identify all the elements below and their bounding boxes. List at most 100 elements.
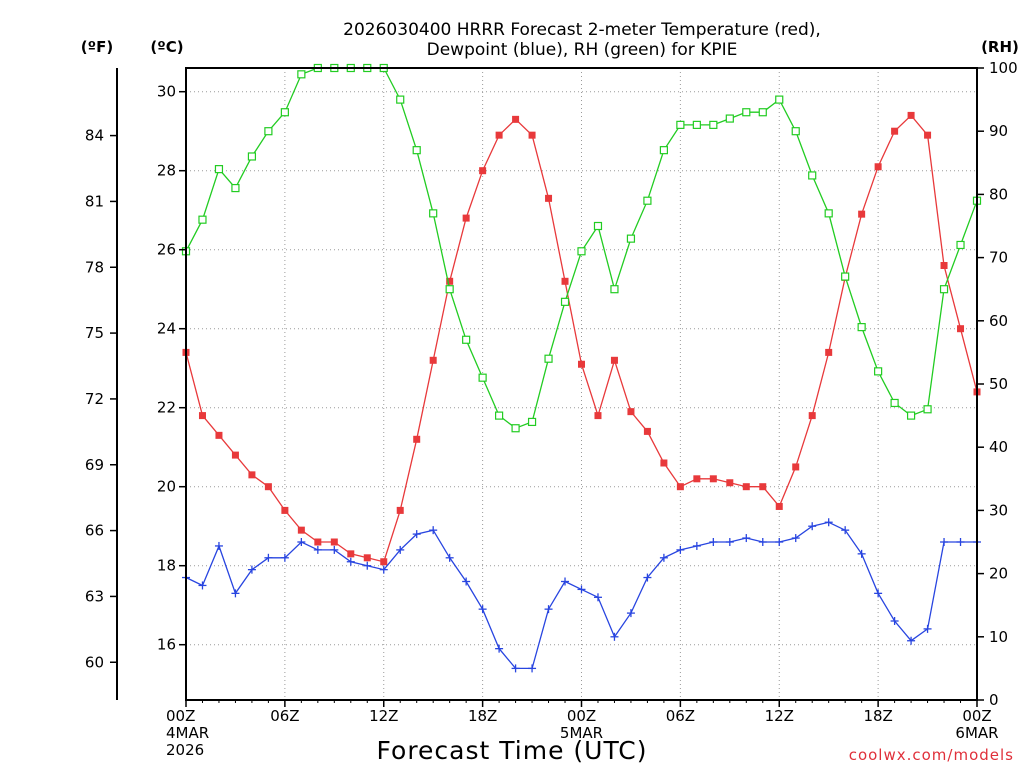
dewpoint-point (412, 530, 421, 539)
credit-text: coolwx.com/models (849, 746, 1014, 764)
x-axis-title: Forecast Time (UTC) (377, 736, 648, 765)
fahrenheit-tick-label: 69 (85, 456, 104, 474)
fahrenheit-tick-label: 84 (85, 127, 104, 145)
dewpoint-point (593, 593, 602, 602)
rh-tick-label: 50 (989, 375, 1008, 393)
celsius-tick-label: 26 (157, 241, 176, 259)
temperature-point (462, 214, 470, 222)
temperature-point (429, 356, 437, 364)
temperature-point (792, 463, 800, 471)
fahrenheit-tick-label: 60 (85, 653, 104, 671)
fahrenheit-unit-label: (ºF) (81, 38, 113, 56)
dewpoint-point (544, 605, 553, 614)
rh-point (956, 240, 965, 250)
temperature-point (643, 427, 651, 435)
dewpoint-point (956, 538, 965, 546)
x-tick-label: 4MAR (166, 724, 209, 742)
dewpoint-point (874, 589, 883, 598)
temperature-point (446, 277, 454, 285)
temperature-point (396, 506, 404, 514)
rh-unit-label: (RH) (981, 38, 1019, 56)
temperature-point (314, 538, 322, 546)
temperature-point (924, 131, 932, 139)
rh-point (939, 285, 949, 294)
temperature-point (808, 412, 816, 420)
rh-tick-label: 20 (989, 565, 1008, 583)
rh-point (396, 95, 405, 104)
rh-point (247, 152, 257, 161)
temperature-point (479, 167, 487, 175)
rh-point (527, 417, 537, 427)
dewpoint-point (577, 585, 586, 594)
dewpoint-point (791, 534, 800, 543)
dewpoint-point (297, 538, 306, 546)
temperature-point (660, 459, 668, 467)
rh-point (610, 285, 619, 294)
dewpoint-point (478, 605, 487, 614)
rh-point (775, 95, 784, 104)
dewpoint-point (857, 549, 866, 558)
x-tick-label: 12Z (369, 707, 398, 725)
dewpoint-point (528, 664, 537, 673)
x-tick-label: 00Z (166, 707, 195, 725)
rh-point (544, 354, 553, 363)
temperature-point (940, 262, 948, 269)
rh-point (643, 196, 652, 205)
temperature-point (347, 550, 355, 558)
temperature-point (363, 554, 371, 562)
rh-tick-label: 0 (989, 691, 999, 709)
celsius-tick-label: 16 (157, 636, 176, 654)
dewpoint-point (379, 565, 388, 574)
rh-point (923, 405, 932, 414)
temperature-point (874, 163, 882, 171)
temperature-point (775, 502, 783, 510)
dewpoint-point (758, 538, 767, 546)
rh-point (445, 285, 454, 294)
temperature-point (297, 526, 305, 534)
temperature-point (858, 210, 866, 218)
rh-tick-label: 100 (989, 59, 1018, 77)
rh-point (495, 411, 504, 420)
dewpoint-point (841, 526, 850, 535)
fahrenheit-tick-label: 78 (85, 258, 104, 276)
dewpoint-point (313, 545, 322, 554)
fahrenheit-tick-label: 63 (85, 587, 104, 605)
dewpoint-point (561, 577, 570, 586)
temperature-point (248, 471, 256, 479)
chart-title-line-2: Dewpoint (blue), RH (green) for KPIE (427, 40, 738, 60)
x-tick-label: 2026 (166, 741, 204, 759)
rh-point (511, 424, 520, 433)
dewpoint-point (214, 541, 223, 550)
dewpoint-point (923, 624, 932, 633)
rh-point (280, 108, 289, 117)
x-tick-label: 18Z (863, 707, 892, 725)
rh-point (198, 215, 207, 224)
rh-point (264, 127, 273, 136)
dewpoint-point (824, 518, 833, 527)
dewpoint-point (396, 545, 405, 554)
rh-tick-label: 60 (989, 312, 1008, 330)
grid-lines (186, 68, 977, 700)
rh-point (692, 120, 701, 129)
temperature-point (957, 325, 965, 333)
dewpoint-point (890, 617, 899, 625)
dewpoint-point (940, 538, 949, 546)
temperature-point (676, 483, 684, 491)
temperature-point (380, 558, 388, 566)
dewpoint-point (462, 577, 471, 586)
fahrenheit-tick-label: 66 (85, 522, 104, 540)
rh-point (626, 234, 636, 243)
temperature-point (281, 506, 289, 514)
temperature-point (330, 538, 338, 546)
fahrenheit-tick-label: 81 (85, 192, 104, 210)
dewpoint-point (247, 565, 256, 574)
dewpoint-point (907, 636, 916, 645)
celsius-tick-label: 18 (157, 557, 176, 575)
dewpoint-point (626, 609, 635, 618)
rh-point (742, 108, 751, 117)
rh-point (593, 221, 603, 231)
x-tick-label: 6MAR (955, 724, 998, 742)
rh-point (808, 171, 817, 180)
rh-point (214, 165, 224, 174)
